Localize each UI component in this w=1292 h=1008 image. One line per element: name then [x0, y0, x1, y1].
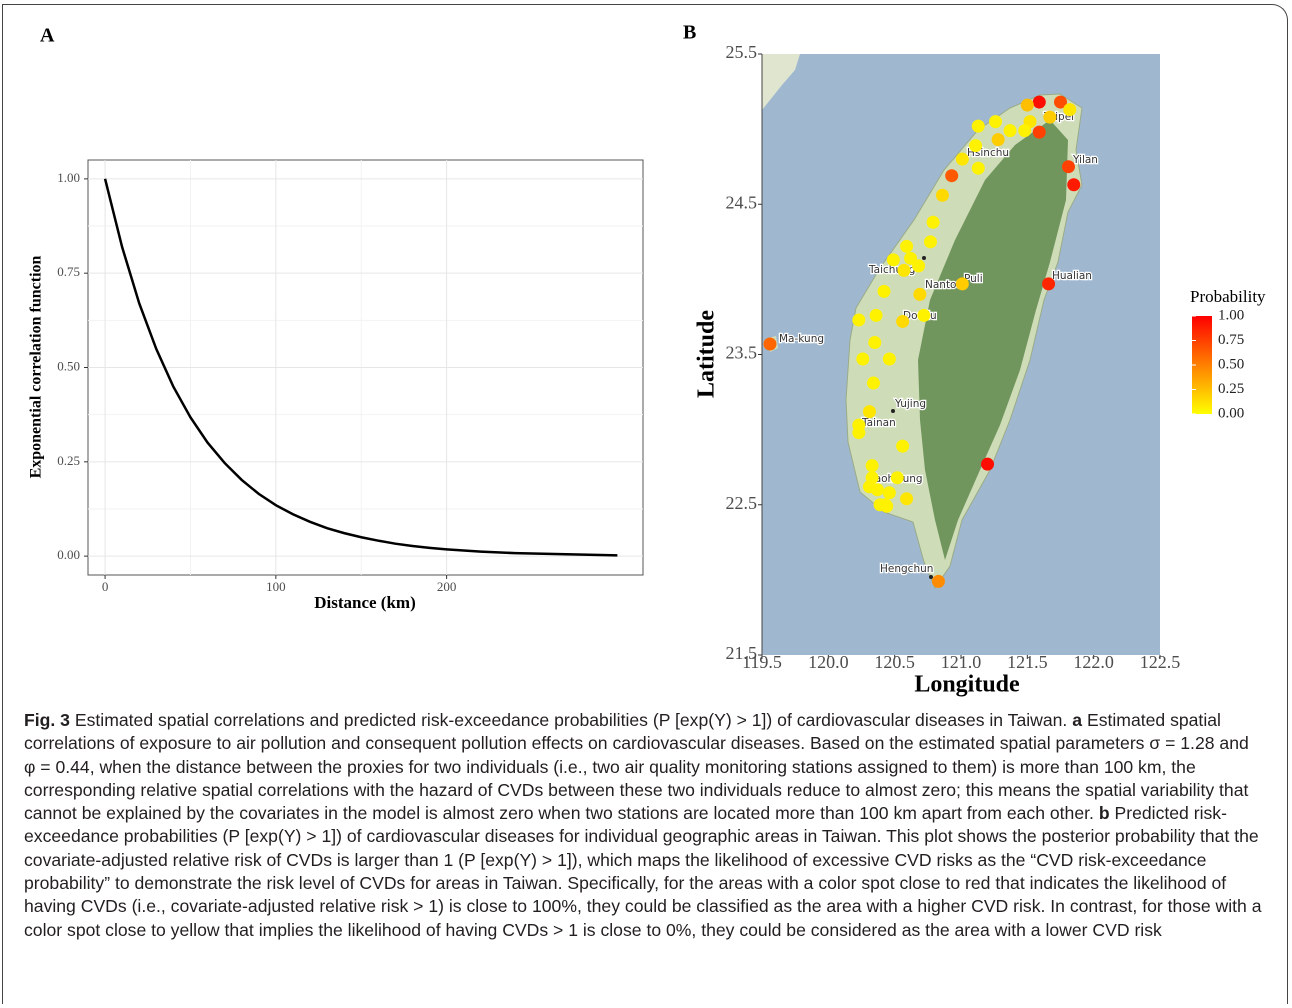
panel-label: A: [40, 25, 55, 47]
caption-part-label: b: [1099, 803, 1110, 823]
point: [887, 253, 900, 266]
point: [992, 133, 1005, 146]
colorbar-tick-label: 0.50: [1218, 356, 1244, 372]
point: [900, 492, 913, 505]
place-label: Tainan: [861, 417, 896, 429]
caption-text: Predicted risk-exceedance probabilities …: [24, 803, 1262, 939]
city-dot: [929, 575, 933, 579]
point: [866, 459, 879, 472]
point: [956, 277, 969, 290]
point: [972, 120, 985, 133]
point: [891, 471, 904, 484]
point: [1062, 160, 1075, 173]
point: [900, 240, 913, 253]
point: [868, 336, 881, 349]
point: [927, 216, 940, 229]
figure: A B Distance (km) Exponential correlatio…: [0, 0, 1292, 700]
point: [1063, 103, 1076, 116]
y-tick-label: 23.5: [726, 343, 758, 363]
city-dot: [891, 409, 895, 413]
place-label: Hualian: [1052, 270, 1092, 282]
caption-text: Estimated spatial correlations and predi…: [75, 710, 1067, 730]
point: [1042, 277, 1055, 290]
caption-label: Fig. 3: [24, 710, 70, 730]
point: [883, 353, 896, 366]
point: [871, 483, 884, 496]
y-tick-label: 22.5: [726, 493, 758, 513]
x-axis-title: Distance (km): [314, 593, 416, 612]
point: [852, 313, 865, 326]
point: [883, 486, 896, 499]
point: [945, 169, 958, 182]
y-tick-label: 0.75: [57, 264, 80, 279]
x-tick-label: 122.5: [1140, 652, 1181, 672]
x-tick-label: 0: [102, 579, 109, 594]
point: [917, 309, 930, 322]
point: [880, 500, 893, 513]
point: [932, 575, 945, 588]
place-label: Yujing: [894, 398, 926, 410]
point: [878, 285, 891, 298]
point: [1033, 126, 1046, 139]
colorbar-tick-label: 0.25: [1218, 381, 1244, 397]
point: [763, 337, 776, 350]
x-tick-label: 119.5: [742, 652, 782, 672]
point: [870, 309, 883, 322]
point: [1004, 124, 1017, 137]
y-axis-title: Latitude: [694, 310, 720, 398]
x-tick-label: 121.0: [941, 652, 982, 672]
point: [897, 264, 910, 277]
point: [1021, 99, 1034, 112]
point: [896, 315, 909, 328]
city-dot: [922, 256, 926, 260]
point: [863, 405, 876, 418]
colorbar-tick-label: 0.75: [1218, 332, 1244, 348]
place-label: Ma-kung: [779, 333, 824, 345]
point: [896, 440, 909, 453]
place-label: Hengchun: [880, 563, 933, 575]
x-tick-label: 200: [437, 579, 457, 594]
point: [1018, 124, 1031, 137]
point: [981, 458, 994, 471]
place-label: Yilan: [1072, 154, 1098, 166]
point: [989, 115, 1002, 128]
point: [1033, 96, 1046, 109]
page: A B Distance (km) Exponential correlatio…: [0, 0, 1292, 1008]
y-tick-label: 0.50: [57, 358, 80, 373]
y-tick-label: 25.5: [726, 42, 758, 62]
point: [852, 426, 865, 439]
point: [912, 259, 925, 272]
x-tick-label: 100: [266, 579, 286, 594]
y-axis-title: Exponential correlation function: [28, 255, 45, 478]
legend-title: Probability: [1190, 287, 1266, 306]
point: [936, 189, 949, 202]
y-tick-label: 1.00: [57, 170, 80, 185]
x-tick-label: 120.5: [874, 652, 915, 672]
colorbar-tick-label: 1.00: [1218, 307, 1244, 323]
y-tick-label: 0.00: [57, 547, 80, 562]
panel-label: B: [683, 22, 696, 44]
x-axis-title: Longitude: [914, 672, 1020, 698]
point: [856, 353, 869, 366]
point: [956, 153, 969, 166]
x-tick-label: 120.0: [808, 652, 849, 672]
point: [1067, 178, 1080, 191]
point: [867, 377, 880, 390]
y-tick-label: 0.25: [57, 453, 80, 468]
point: [913, 288, 926, 301]
point: [972, 162, 985, 175]
colorbar-tick-label: 0.00: [1218, 405, 1244, 421]
point: [924, 235, 937, 248]
point: [1043, 111, 1056, 124]
y-tick-label: 24.5: [726, 192, 758, 212]
caption-part-label: a: [1072, 710, 1082, 730]
x-tick-label: 121.5: [1007, 652, 1048, 672]
x-tick-label: 122.0: [1073, 652, 1114, 672]
point: [969, 139, 982, 152]
